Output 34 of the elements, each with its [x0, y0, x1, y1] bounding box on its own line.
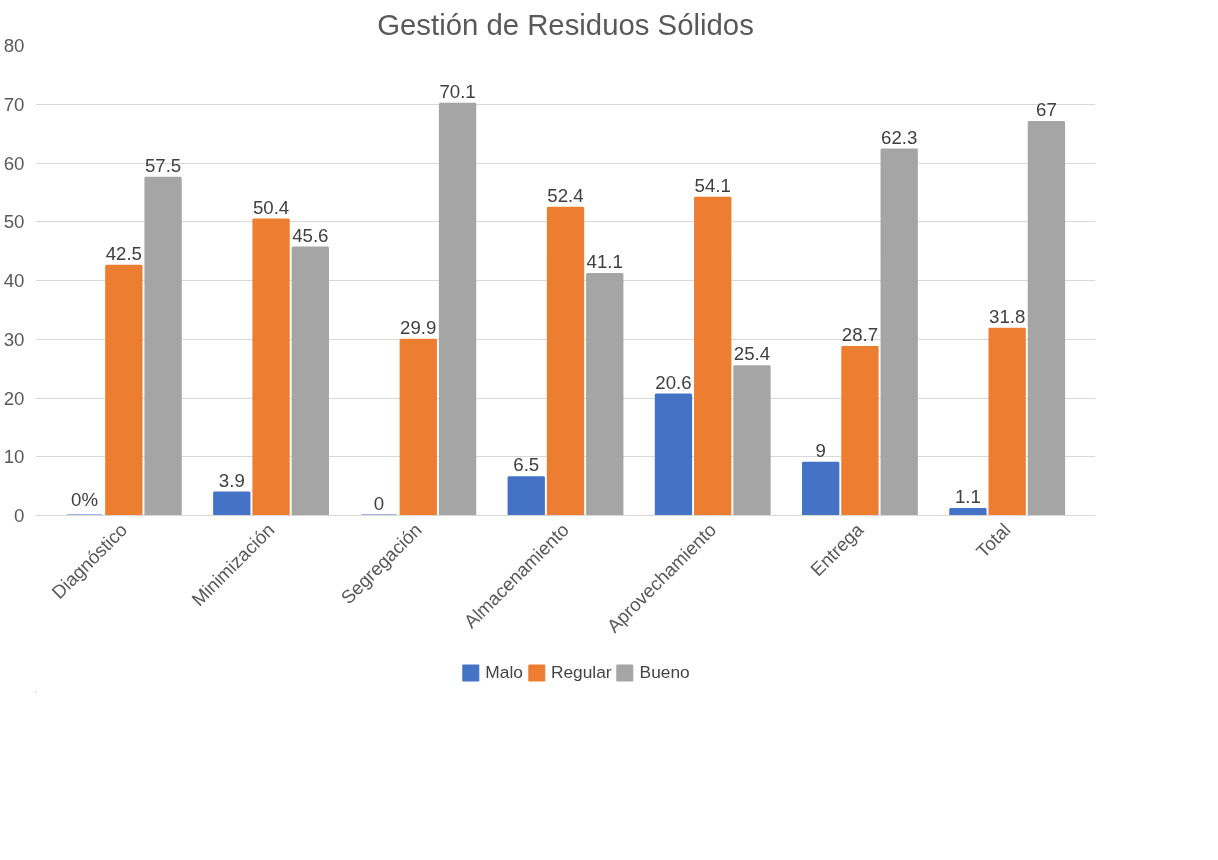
legend-label: Regular — [550, 661, 612, 683]
legend-label: Bueno — [639, 661, 690, 683]
data-label: 31.8 — [989, 305, 1026, 327]
data-label: 28.7 — [841, 324, 879, 346]
data-label: 1.1 — [954, 486, 981, 508]
data-label: 3.9 — [218, 469, 245, 491]
data-label: 20.6 — [655, 371, 692, 393]
y-tick-label: 40 — [3, 270, 25, 291]
data-label: 42.5 — [105, 242, 142, 264]
data-label: 54.1 — [694, 174, 731, 196]
chart-title: Gestión de Residuos Sólidos — [377, 7, 754, 41]
y-tick-label: 10 — [3, 446, 25, 468]
y-tick-label: 80 — [3, 35, 25, 56]
y-tick-label: 70 — [3, 93, 25, 115]
data-label: 45.6 — [292, 224, 329, 246]
data-label: 50.4 — [252, 196, 290, 218]
y-tick-label: 60 — [3, 152, 25, 174]
data-label: 25.4 — [733, 343, 771, 365]
data-label: 41.1 — [586, 251, 623, 273]
y-tick-label: 50 — [3, 211, 25, 233]
data-label: 67 — [1036, 99, 1057, 120]
data-label: 9 — [815, 439, 826, 461]
y-tick-label: 20 — [3, 387, 25, 409]
data-label: 6.5 — [513, 454, 540, 476]
data-label: 70.1 — [439, 80, 476, 102]
y-tick-label: 0 — [14, 505, 25, 526]
data-label: 62.3 — [881, 126, 918, 148]
y-tick-label: 30 — [3, 328, 25, 350]
data-label: 0% — [71, 488, 99, 510]
data-label: 29.9 — [400, 316, 437, 338]
data-label: 57.5 — [144, 154, 182, 176]
legend-label: Malo — [485, 661, 523, 683]
data-label: 52.4 — [547, 184, 584, 206]
data-label: 0 — [373, 492, 385, 514]
